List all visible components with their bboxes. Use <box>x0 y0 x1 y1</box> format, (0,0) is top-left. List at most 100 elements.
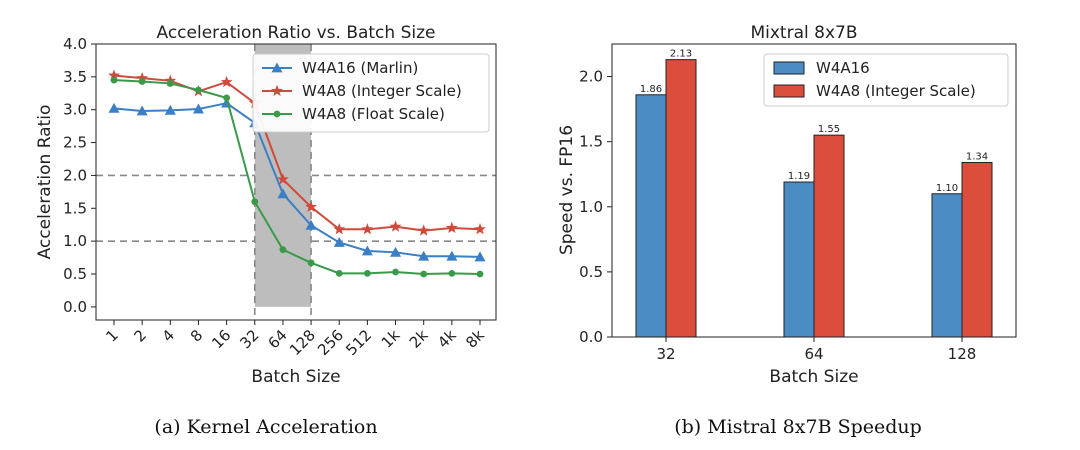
data-point <box>333 236 345 247</box>
x-tick-label: 8k <box>462 326 488 352</box>
legend-label: W4A16 (Marlin) <box>302 59 418 77</box>
x-tick-label: 2k <box>406 326 432 352</box>
data-point <box>195 86 202 94</box>
right-x-axis-title: Batch Size <box>769 367 858 387</box>
left-chart-title: Acceleration Ratio vs. Batch Size <box>157 23 436 43</box>
left-y-axis-title: Acceleration Ratio <box>35 105 55 260</box>
y-tick-label: 2.0 <box>579 68 603 86</box>
data-point <box>390 246 402 257</box>
data-point <box>361 223 374 235</box>
legend-label: W4A8 (Integer Scale) <box>816 82 976 100</box>
bar-value-label: 2.13 <box>670 49 692 60</box>
left-x-axis-title: Batch Size <box>251 367 340 387</box>
bar <box>961 162 993 338</box>
bar <box>665 59 697 338</box>
legend-label: W4A8 (Float Scale) <box>302 105 445 123</box>
right-y-axis-title: Speed vs. FP16 <box>557 125 577 255</box>
data-point <box>448 269 456 277</box>
data-point <box>361 245 373 256</box>
right-chart-title: Mixtral 8x7B <box>750 23 857 43</box>
series-line <box>113 74 481 232</box>
data-point <box>305 200 317 212</box>
bar <box>931 193 963 338</box>
x-tick-label: 512 <box>342 326 375 359</box>
y-tick-label: 0.5 <box>63 265 87 283</box>
left-reference-lines <box>96 174 496 242</box>
data-point <box>307 259 315 267</box>
y-tick-label: 0.0 <box>63 298 87 316</box>
left-legend: W4A16 (Marlin) W4A8 (Integer Scale) W4A8 (… <box>252 53 490 133</box>
x-tick-label: 1 <box>102 326 121 345</box>
series-line <box>113 102 481 258</box>
y-tick-label: 2.5 <box>63 134 87 152</box>
data-point <box>277 188 289 199</box>
x-tick-label: 4k <box>434 326 460 352</box>
data-point <box>392 268 399 276</box>
bar-value-label: 1.19 <box>788 171 810 182</box>
data-point <box>136 71 149 84</box>
data-point <box>305 219 317 230</box>
x-tick-label: 128 <box>286 326 319 359</box>
series-line <box>113 79 481 276</box>
left-y-axis: 0.0 0.5 1.0 1.5 2.0 2.5 3.0 3.5 4.0 <box>63 35 96 316</box>
caption-left: (a) Kernel Acceleration <box>154 416 377 438</box>
data-point <box>445 221 458 234</box>
data-point <box>277 173 289 185</box>
x-tick-label: 2 <box>131 326 150 345</box>
y-tick-label: 0.5 <box>579 263 603 281</box>
data-point <box>220 75 233 88</box>
data-point <box>476 270 484 278</box>
right-bars-group: 1.86 2.13 1.19 1.55 1.10 1.34 <box>635 49 993 338</box>
legend-label: W4A8 (Integer Scale) <box>302 82 462 100</box>
data-point <box>166 80 174 87</box>
bar <box>813 134 845 338</box>
bar <box>783 181 815 338</box>
data-point <box>136 105 148 116</box>
bar-value-label: 1.10 <box>936 183 958 194</box>
right-y-axis: 0.0 0.5 1.0 1.5 2.0 <box>579 68 612 346</box>
bar-value-label: 1.55 <box>818 124 840 135</box>
data-point <box>474 223 486 235</box>
data-point <box>446 250 458 261</box>
data-point <box>363 269 371 277</box>
y-tick-label: 3.5 <box>63 68 87 86</box>
data-point <box>223 94 231 102</box>
line-chart-acceleration: Acceleration Ratio vs. Batch Size 0.0 0.5… <box>35 23 497 387</box>
x-tick-label: 32 <box>656 345 675 363</box>
y-tick-label: 1.5 <box>63 199 87 217</box>
y-tick-label: 1.0 <box>579 198 603 216</box>
data-point <box>333 223 346 235</box>
y-tick-label: 0.0 <box>579 328 603 346</box>
caption-right: (b) Mistral 8x7B Speedup <box>674 416 922 438</box>
data-point <box>335 269 343 277</box>
x-tick-label: 256 <box>314 326 347 359</box>
data-point <box>418 250 430 261</box>
x-tick-label: 4 <box>159 326 178 345</box>
data-point <box>108 69 120 81</box>
data-point <box>251 198 259 206</box>
y-tick-label: 2.0 <box>63 166 87 184</box>
right-legend: W4A16 W4A8 (Integer Scale) <box>763 53 1009 107</box>
x-tick-label: 64 <box>804 345 823 363</box>
right-legend-box <box>763 53 1009 107</box>
y-tick-label: 3.0 <box>63 101 87 119</box>
data-point <box>279 246 287 254</box>
y-tick-label: 1.0 <box>63 232 87 250</box>
data-point <box>420 270 428 278</box>
bar <box>635 94 667 338</box>
x-tick-label: 16 <box>208 326 234 352</box>
bar-value-label: 1.86 <box>640 84 662 95</box>
data-point <box>108 102 120 113</box>
left-plot-frame <box>95 43 497 321</box>
legend-label: W4A16 <box>816 59 870 77</box>
data-point <box>192 103 204 114</box>
x-tick-label: 8 <box>187 326 206 345</box>
y-tick-label: 1.5 <box>579 133 603 151</box>
data-point <box>474 251 486 262</box>
bar-value-label: 1.34 <box>966 152 988 163</box>
left-legend-box <box>252 53 490 133</box>
legend-marker <box>271 62 283 73</box>
y-tick-label: 4.0 <box>63 35 87 53</box>
